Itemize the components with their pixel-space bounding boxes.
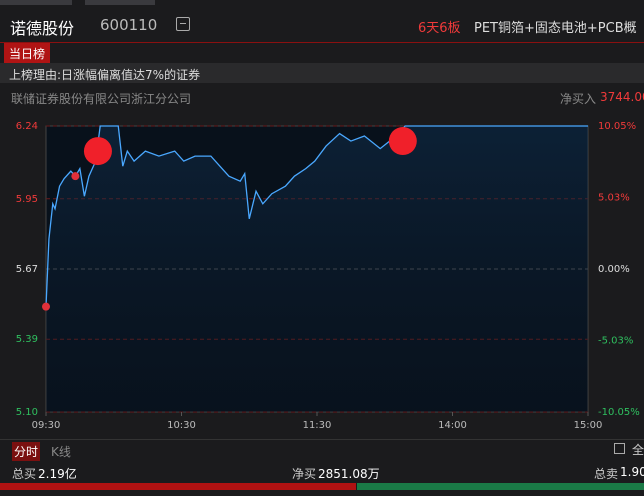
y2-tick-label: 10.05% (598, 121, 636, 132)
x-tick-label: 09:30 (32, 420, 61, 431)
fullscreen-icon[interactable] (614, 443, 625, 454)
dot (71, 172, 80, 181)
net-buy-label: 净买 (292, 467, 317, 481)
concepts: PET铜箔+固态电池+PCB概 (474, 21, 637, 36)
view-tab[interactable]: K线 (51, 445, 71, 459)
y-tick-label: 5.39 (16, 334, 38, 345)
y2-tick-label: 5.03% (598, 192, 630, 203)
net-buy: 2851.08万 (318, 467, 380, 481)
stock-code: 600110 (100, 16, 158, 34)
tab-line (0, 42, 644, 43)
sell-bar (357, 483, 644, 490)
tab[interactable]: 当日榜 (4, 43, 51, 64)
stock-name: 诺德股份 (10, 19, 75, 38)
tab-stub[interactable] (85, 0, 155, 5)
total-buy: 2.19亿 (38, 467, 77, 481)
y-tick-label: 5.10 (16, 407, 38, 418)
area (46, 126, 588, 412)
net-value: 3744.00 (600, 90, 644, 104)
marker (83, 137, 112, 166)
y-tick-label: 6.24 (16, 121, 38, 132)
x-tick-label: 14:00 (438, 420, 467, 431)
streak: 6天6板 (418, 21, 461, 36)
net-label: 净买入 (560, 92, 597, 106)
collapse-icon[interactable] (176, 17, 190, 31)
y-tick-label: 5.95 (16, 194, 38, 205)
reason-band (0, 63, 644, 83)
reason: 上榜理由:日涨幅偏离值达7%的证券 (9, 68, 201, 82)
divider (0, 439, 644, 440)
view-tab[interactable]: 分时 (12, 442, 41, 461)
y2-tick-label: -10.05% (598, 407, 640, 418)
y2-tick-label: 0.00% (598, 264, 630, 275)
total-sell: 1.90 (620, 465, 644, 479)
fullscreen[interactable]: 全 (632, 443, 644, 457)
total-sell-label: 总卖 (594, 467, 619, 481)
y2-tick-label: -5.03% (598, 336, 633, 347)
x-tick-label: 11:30 (303, 420, 332, 431)
tab-stub[interactable] (0, 0, 72, 5)
marker (388, 127, 417, 156)
dot (42, 302, 50, 311)
total-buy-label: 总买 (12, 467, 37, 481)
broker: 联储证券股份有限公司浙江分公司 (11, 92, 192, 106)
y-tick-label: 5.67 (16, 264, 38, 275)
x-tick-label: 15:00 (574, 420, 603, 431)
x-tick-label: 10:30 (167, 420, 196, 431)
buy-bar (0, 483, 356, 490)
chart: 6.24 5.95 5.67 5.39 5.10 10.05% 5.03% 0.00% -5.0… (16, 121, 640, 431)
